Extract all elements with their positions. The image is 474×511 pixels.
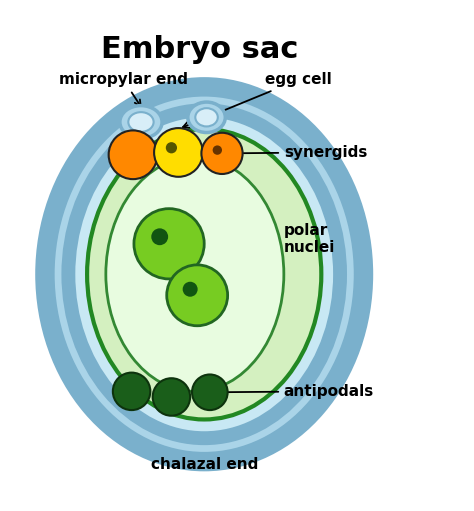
Ellipse shape [45, 87, 364, 461]
Text: polar
nuclei: polar nuclei [284, 223, 335, 256]
Circle shape [134, 208, 204, 279]
Text: Embryo sac: Embryo sac [101, 35, 298, 64]
Circle shape [192, 375, 228, 410]
Ellipse shape [106, 157, 284, 391]
Circle shape [154, 128, 203, 177]
Ellipse shape [128, 112, 154, 132]
Circle shape [109, 130, 157, 179]
Circle shape [151, 228, 168, 245]
Circle shape [213, 146, 222, 155]
Text: egg cell: egg cell [183, 73, 332, 128]
Text: antipodals: antipodals [215, 384, 374, 399]
Text: chalazal end: chalazal end [151, 457, 258, 472]
Text: micropylar end: micropylar end [59, 73, 188, 106]
Ellipse shape [195, 108, 218, 126]
Circle shape [153, 378, 190, 416]
Circle shape [166, 142, 177, 153]
Circle shape [167, 265, 228, 326]
Text: synergids: synergids [227, 145, 367, 160]
Circle shape [113, 373, 150, 410]
Ellipse shape [87, 129, 321, 420]
Ellipse shape [120, 106, 162, 138]
Circle shape [201, 133, 243, 174]
Ellipse shape [68, 110, 340, 438]
Ellipse shape [188, 102, 225, 132]
Circle shape [182, 282, 198, 297]
